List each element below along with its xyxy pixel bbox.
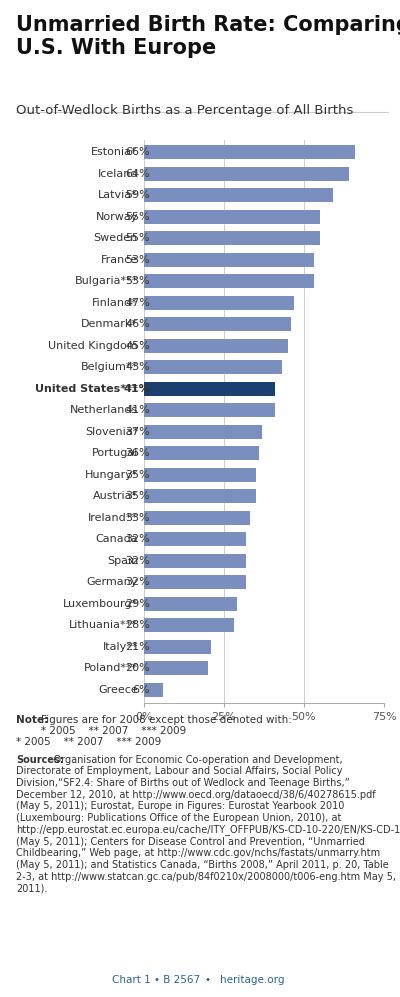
- Text: Greece: Greece: [98, 685, 138, 695]
- Text: 43%: 43%: [125, 363, 150, 373]
- Bar: [144, 339, 288, 353]
- Bar: [144, 683, 163, 697]
- Text: Unmarried Birth Rate: Comparing the
U.S. With Europe: Unmarried Birth Rate: Comparing the U.S.…: [16, 15, 400, 58]
- Text: 41%: 41%: [125, 406, 150, 416]
- Text: United States***: United States***: [35, 384, 138, 394]
- Text: Denmark*: Denmark*: [81, 319, 138, 329]
- Text: Organisation for Economic Co-operation and Development, Directorate of Employmen: Organisation for Economic Co-operation a…: [16, 755, 400, 893]
- Text: Sources:: Sources:: [16, 755, 64, 765]
- Bar: [144, 146, 355, 160]
- Bar: [144, 317, 291, 331]
- Text: 32%: 32%: [125, 534, 150, 544]
- Bar: [144, 274, 314, 288]
- Bar: [144, 511, 250, 525]
- Text: 32%: 32%: [125, 556, 150, 566]
- Bar: [144, 490, 256, 503]
- Bar: [144, 468, 256, 482]
- Text: Finland*: Finland*: [92, 298, 138, 308]
- Bar: [144, 382, 275, 396]
- Text: Poland***: Poland***: [84, 663, 138, 674]
- Text: 32%: 32%: [125, 577, 150, 587]
- Text: 36%: 36%: [125, 449, 150, 459]
- Text: 35%: 35%: [125, 492, 150, 501]
- Text: Luxembourg*: Luxembourg*: [63, 599, 138, 609]
- Text: 6%: 6%: [132, 685, 150, 695]
- Text: France: France: [101, 255, 138, 265]
- Text: Germany: Germany: [87, 577, 138, 587]
- Text: Portugal: Portugal: [92, 449, 138, 459]
- Text: United Kingdom: United Kingdom: [48, 341, 138, 351]
- Text: 53%: 53%: [125, 276, 150, 286]
- Text: Austria*: Austria*: [93, 492, 138, 501]
- Bar: [144, 597, 237, 611]
- Text: 53%: 53%: [125, 255, 150, 265]
- Text: Latvia*: Latvia*: [98, 190, 138, 200]
- Text: 47%: 47%: [125, 298, 150, 308]
- Text: 46%: 46%: [125, 319, 150, 329]
- Bar: [144, 425, 262, 439]
- Text: Sweden: Sweden: [94, 233, 138, 243]
- Text: * 2005    ** 2007    *** 2009: * 2005 ** 2007 *** 2009: [16, 737, 161, 747]
- Bar: [144, 188, 333, 202]
- Text: Note:: Note:: [16, 715, 48, 725]
- Bar: [144, 618, 234, 632]
- Text: •: •: [205, 975, 211, 985]
- Bar: [144, 231, 320, 245]
- Text: Belgium**: Belgium**: [81, 363, 138, 373]
- Text: 41%: 41%: [123, 384, 150, 394]
- Text: Spain: Spain: [107, 556, 138, 566]
- Text: 29%: 29%: [125, 599, 150, 609]
- Text: 59%: 59%: [125, 190, 150, 200]
- Bar: [144, 166, 349, 181]
- Bar: [144, 532, 246, 546]
- Text: 33%: 33%: [125, 513, 150, 523]
- Text: Iceland: Iceland: [98, 168, 138, 179]
- Text: Hungary*: Hungary*: [84, 470, 138, 480]
- Text: 37%: 37%: [125, 427, 150, 437]
- Text: Canada: Canada: [95, 534, 138, 544]
- Text: 21%: 21%: [125, 642, 150, 652]
- Bar: [144, 404, 275, 418]
- Text: Figures are for 2008 except those denoted with:
* 2005    ** 2007    *** 2009: Figures are for 2008 except those denote…: [41, 715, 292, 737]
- Bar: [144, 640, 211, 654]
- Bar: [144, 210, 320, 224]
- Text: Ireland**: Ireland**: [88, 513, 138, 523]
- Text: Italy**: Italy**: [102, 642, 138, 652]
- Bar: [144, 661, 208, 676]
- Text: Lithuania***: Lithuania***: [69, 620, 138, 630]
- Text: 55%: 55%: [125, 233, 150, 243]
- Bar: [144, 253, 314, 267]
- Text: 64%: 64%: [125, 168, 150, 179]
- Text: Slovenia*: Slovenia*: [85, 427, 138, 437]
- Text: Netherlands: Netherlands: [70, 406, 138, 416]
- Text: Chart 1 • B 2567: Chart 1 • B 2567: [112, 975, 200, 985]
- Text: Bulgaria***: Bulgaria***: [75, 276, 138, 286]
- Text: Estonia*: Estonia*: [91, 148, 138, 158]
- Text: 66%: 66%: [125, 148, 150, 158]
- Bar: [144, 447, 259, 461]
- Bar: [144, 361, 282, 375]
- Text: heritage.org: heritage.org: [220, 975, 284, 985]
- Bar: [144, 296, 294, 310]
- Text: Out-of-Wedlock Births as a Percentage of All Births: Out-of-Wedlock Births as a Percentage of…: [16, 104, 353, 117]
- Text: Norway: Norway: [96, 212, 138, 222]
- Text: 55%: 55%: [125, 212, 150, 222]
- Bar: [144, 554, 246, 568]
- Text: 45%: 45%: [125, 341, 150, 351]
- Text: 20%: 20%: [125, 663, 150, 674]
- Text: 35%: 35%: [125, 470, 150, 480]
- Text: 28%: 28%: [125, 620, 150, 630]
- Bar: [144, 575, 246, 589]
